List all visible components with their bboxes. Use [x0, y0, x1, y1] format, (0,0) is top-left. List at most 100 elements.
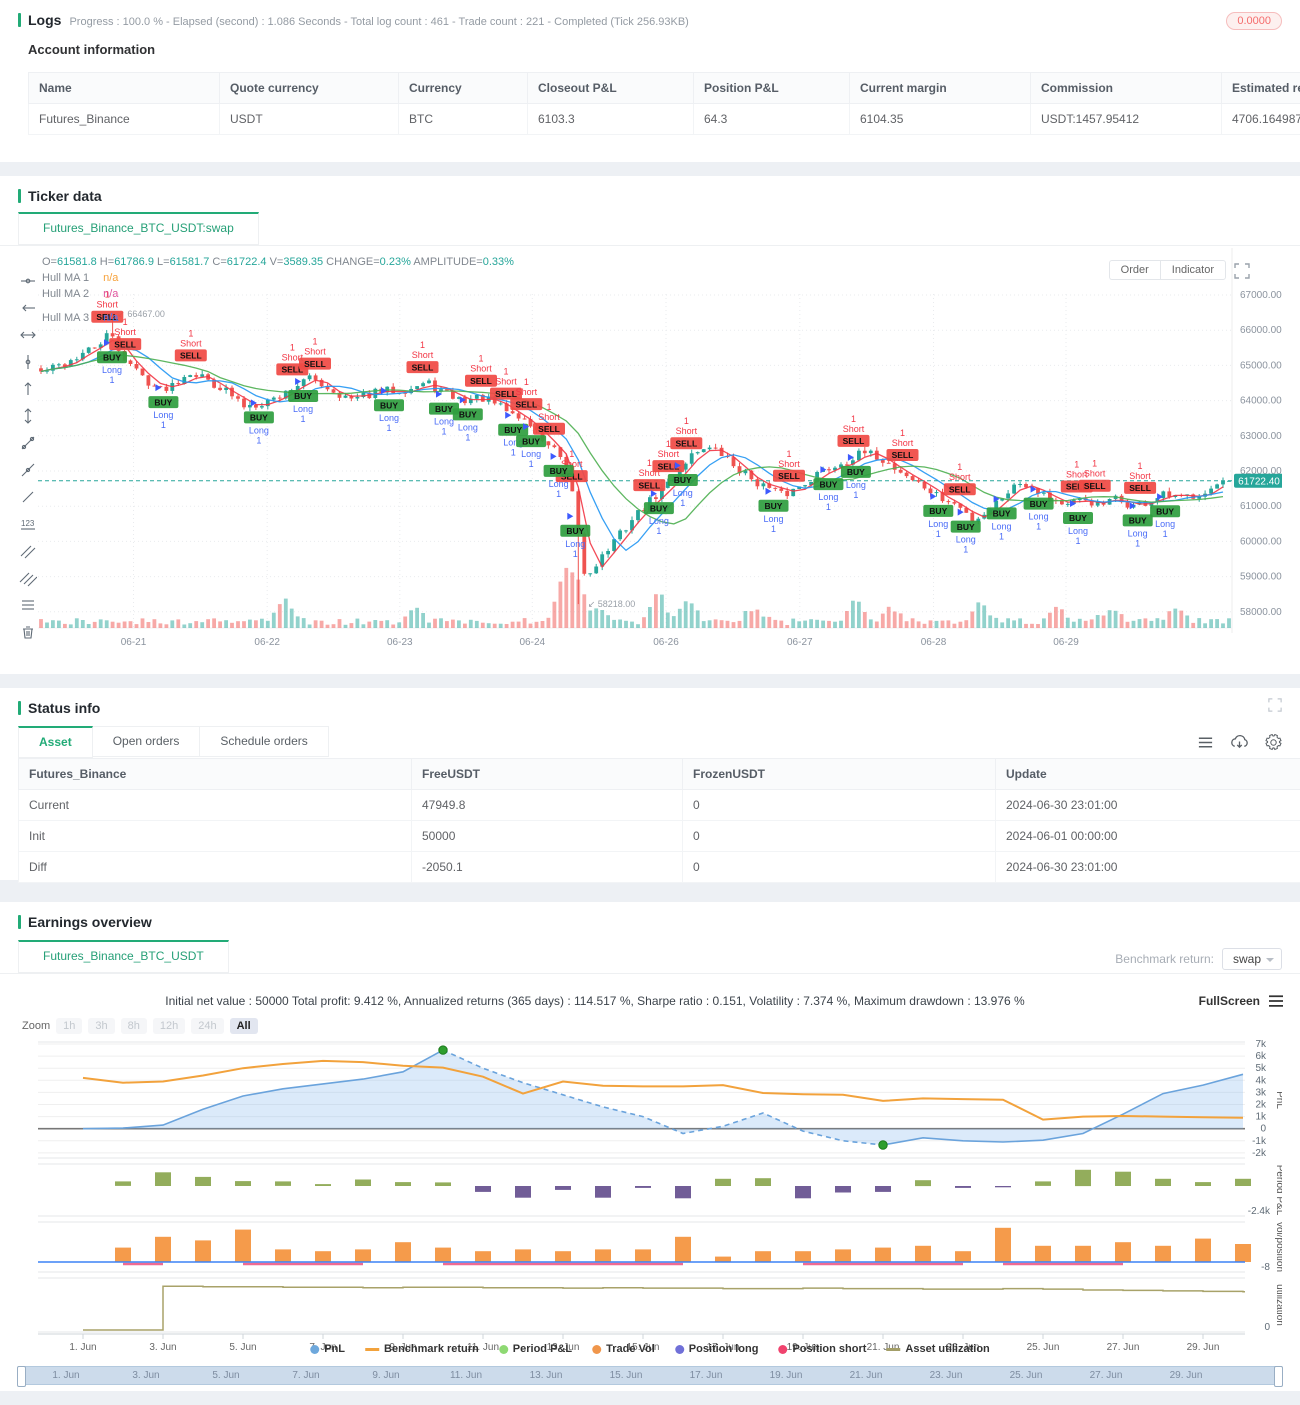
zoom-button-24h[interactable]: 24h	[191, 1018, 224, 1034]
segment-icon[interactable]	[19, 488, 37, 506]
fullscreen-button[interactable]: FullScreen	[1198, 994, 1260, 1008]
svg-text:SELL: SELL	[114, 339, 136, 349]
parallel-lines-icon[interactable]	[19, 542, 37, 560]
expand-chart-icon[interactable]	[1234, 263, 1250, 279]
svg-text:64000.00: 64000.00	[1240, 396, 1282, 407]
status-column-header: FreeUSDT	[411, 758, 683, 790]
price-channel-icon[interactable]	[19, 569, 37, 587]
table-cell: 47949.8	[411, 789, 683, 821]
benchmark-return-select[interactable]: swap	[1221, 948, 1282, 970]
svg-text:BUY: BUY	[459, 410, 477, 420]
status-tab-open-orders[interactable]: Open orders	[92, 726, 201, 757]
legend-item-asset-utilization[interactable]: Asset utilization	[886, 1343, 990, 1355]
benchmark-return-label: Benchmark return:	[1115, 952, 1214, 966]
svg-text:Long: Long	[649, 516, 669, 526]
legend-item-trade-vol[interactable]: Trade Vol	[592, 1343, 655, 1355]
status-table-header: Futures_Binance FreeUSDT FrozenUSDT Update	[18, 758, 1300, 790]
legend-item-period-p-l[interactable]: Period P&L	[498, 1343, 572, 1355]
svg-text:3. Jun: 3. Jun	[149, 1342, 176, 1353]
sell-marker: 1 Short SELL	[406, 340, 439, 374]
navigator-left-handle[interactable]	[17, 1366, 26, 1387]
sell-marker: 1 Short SELL	[299, 337, 331, 370]
legend-item-pnl[interactable]: PnL	[310, 1343, 345, 1355]
svg-text:SELL: SELL	[658, 461, 680, 471]
gear-icon[interactable]	[1265, 734, 1282, 751]
expand-section-icon[interactable]	[1268, 698, 1282, 712]
sell-marker: 1 Short SELL	[1124, 461, 1157, 494]
cloud-download-icon[interactable]	[1230, 734, 1249, 751]
legend-item-position-short[interactable]: Position short	[778, 1343, 866, 1355]
buy-marker: BUY Long 1	[97, 339, 127, 385]
zoom-button-all[interactable]: All	[229, 1018, 258, 1034]
svg-text:BUY: BUY	[154, 397, 172, 407]
buy-marker: BUY Long 1	[986, 495, 1017, 541]
trend-line-icon[interactable]	[19, 434, 37, 452]
sell-marker: 1 Short SELL	[174, 328, 207, 362]
price-note-icon[interactable]: 123	[19, 515, 37, 533]
ruler-lines-icon[interactable]	[19, 596, 37, 614]
indicator-button[interactable]: Indicator	[1159, 260, 1226, 280]
svg-text:BUY: BUY	[819, 479, 837, 489]
table-cell: Futures_Binance	[28, 103, 220, 135]
account-column-header: Name	[28, 72, 220, 104]
order-button[interactable]: Order	[1108, 260, 1160, 280]
candlestick-svg[interactable]: 67000.00 66000.00 65000.00 64000.00 63000.00…	[18, 248, 1284, 654]
navigator-label: 3. Jun	[132, 1370, 160, 1381]
vertical-line-icon[interactable]	[19, 407, 37, 425]
svg-text:Long: Long	[249, 425, 269, 435]
status-tab-schedule-orders[interactable]: Schedule orders	[200, 726, 329, 757]
sell-marker: 1 Short SELL	[943, 462, 976, 496]
vertical-segment-icon[interactable]	[19, 353, 37, 371]
horizontal-line-icon[interactable]	[19, 326, 37, 344]
navigator-right-handle[interactable]	[1274, 1366, 1283, 1387]
svg-text:BUY: BUY	[1129, 516, 1147, 526]
svg-text:1: 1	[999, 531, 1004, 541]
svg-text:2k: 2k	[1255, 1100, 1267, 1111]
svg-text:SELL: SELL	[180, 351, 202, 361]
zoom-button-12h[interactable]: 12h	[152, 1018, 186, 1034]
ticker-tab-futures-binance-btc-usdt-swap[interactable]: Futures_Binance_BTC_USDT:swap	[18, 212, 259, 245]
buy-marker: BUY Long 1	[543, 452, 574, 499]
buy-marker: BUY Long 1	[429, 390, 459, 437]
sell-marker: 1 Short SELL	[465, 354, 497, 387]
zoom-button-1h[interactable]: 1h	[56, 1018, 83, 1034]
chart-menu-icon[interactable]	[1268, 994, 1284, 1008]
status-table-row: Init 50000 0 2024-06-01 00:00:00	[18, 820, 1300, 852]
vertical-ray-icon[interactable]	[19, 380, 37, 398]
sell-marker: 1 Short SELL	[109, 317, 142, 351]
svg-text:9. Jun: 9. Jun	[389, 1342, 416, 1353]
svg-text:BUY: BUY	[674, 475, 692, 485]
horizontal-ray-icon[interactable]	[19, 299, 37, 317]
svg-text:06-21: 06-21	[121, 637, 147, 648]
legend-marker	[365, 1347, 380, 1351]
buy-marker: BUY Long 1	[667, 462, 698, 508]
earnings-tab-futures-binance-btc-usdt[interactable]: Futures_Binance_BTC_USDT	[18, 940, 229, 973]
svg-text:SELL: SELL	[495, 389, 517, 399]
table-cell: 6103.3	[527, 103, 694, 135]
range-navigator[interactable]: 1. Jun 3. Jun 5. Jun 7. Jun 9. Jun 11. Jun 13.…	[17, 1366, 1283, 1387]
zoom-label: Zoom	[22, 1020, 51, 1032]
svg-text:Long: Long	[1155, 519, 1175, 529]
zoom-button-3h[interactable]: 3h	[88, 1018, 115, 1034]
svg-text:BUY: BUY	[250, 413, 268, 423]
status-row-link[interactable]: Current	[18, 789, 412, 821]
trash-icon[interactable]	[19, 623, 37, 641]
svg-text:Long: Long	[956, 535, 976, 545]
legend-item-position-long[interactable]: Position long	[674, 1343, 758, 1355]
svg-text:1: 1	[387, 423, 392, 433]
table-cell: USDT	[219, 103, 399, 135]
svg-text:SELL: SELL	[1084, 481, 1106, 491]
menu-icon[interactable]	[1197, 734, 1214, 751]
sell-marker: 1 Short SELL	[773, 449, 805, 482]
ray-line-icon[interactable]	[19, 461, 37, 479]
account-info-heading: Account information	[28, 42, 156, 57]
buy-marker: BUY Long 1	[516, 423, 547, 469]
legend-item-benchmark-return[interactable]: Benchmark return	[365, 1343, 479, 1355]
horizontal-segment-icon[interactable]	[19, 272, 37, 290]
svg-text:1: 1	[420, 340, 425, 350]
status-tab-asset[interactable]: Asset	[18, 726, 93, 758]
zoom-button-8h[interactable]: 8h	[120, 1018, 147, 1034]
navigator-label: 9. Jun	[372, 1370, 400, 1381]
candlestick-chart[interactable]: 67000.00 66000.00 65000.00 64000.00 63000.00…	[18, 248, 1284, 654]
